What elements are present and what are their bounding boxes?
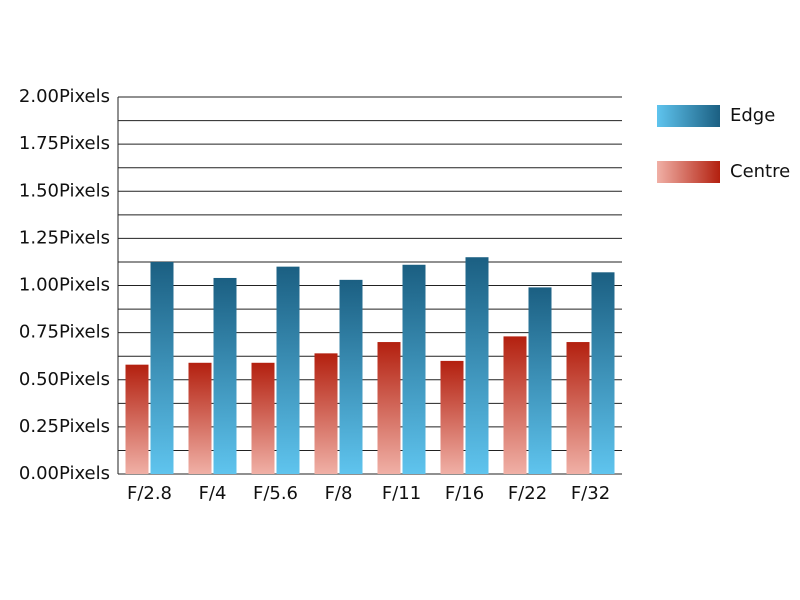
bar — [528, 287, 552, 474]
x-tick-label: F/16 — [445, 483, 484, 504]
bar — [314, 353, 338, 474]
y-tick-label: 1.00Pixels — [19, 275, 110, 296]
x-tick-label: F/5.6 — [253, 483, 298, 504]
x-tick-label: F/4 — [199, 483, 227, 504]
bar — [276, 266, 300, 474]
bar — [339, 279, 363, 474]
y-tick-label: 1.50Pixels — [19, 180, 110, 201]
bar — [591, 272, 615, 474]
x-tick-label: F/22 — [508, 483, 547, 504]
bar — [440, 360, 464, 474]
bar — [465, 257, 489, 474]
y-tick-label: 0.25Pixels — [19, 416, 110, 437]
y-tick-label: 2.00Pixels — [19, 86, 110, 107]
bar — [251, 362, 275, 474]
y-tick-label: 0.50Pixels — [19, 369, 110, 390]
x-tick-label: F/11 — [382, 483, 421, 504]
legend-label: Edge — [730, 105, 775, 126]
y-tick-label: 0.75Pixels — [19, 322, 110, 343]
x-tick-label: F/32 — [571, 483, 610, 504]
y-tick-label: 1.75Pixels — [19, 133, 110, 154]
bar — [125, 364, 149, 474]
legend-label: Centre — [730, 161, 790, 182]
x-tick-label: F/8 — [325, 483, 353, 504]
y-tick-label: 0.00Pixels — [19, 463, 110, 484]
bar — [188, 362, 212, 474]
x-tick-label: F/2.8 — [127, 483, 172, 504]
y-tick-label: 1.25Pixels — [19, 227, 110, 248]
legend-swatch — [657, 161, 720, 183]
bar — [377, 342, 401, 474]
bar — [566, 342, 590, 474]
bar — [213, 277, 237, 474]
bar — [503, 336, 527, 474]
bar — [150, 261, 174, 474]
bar — [402, 264, 426, 474]
legend-swatch — [657, 105, 720, 127]
